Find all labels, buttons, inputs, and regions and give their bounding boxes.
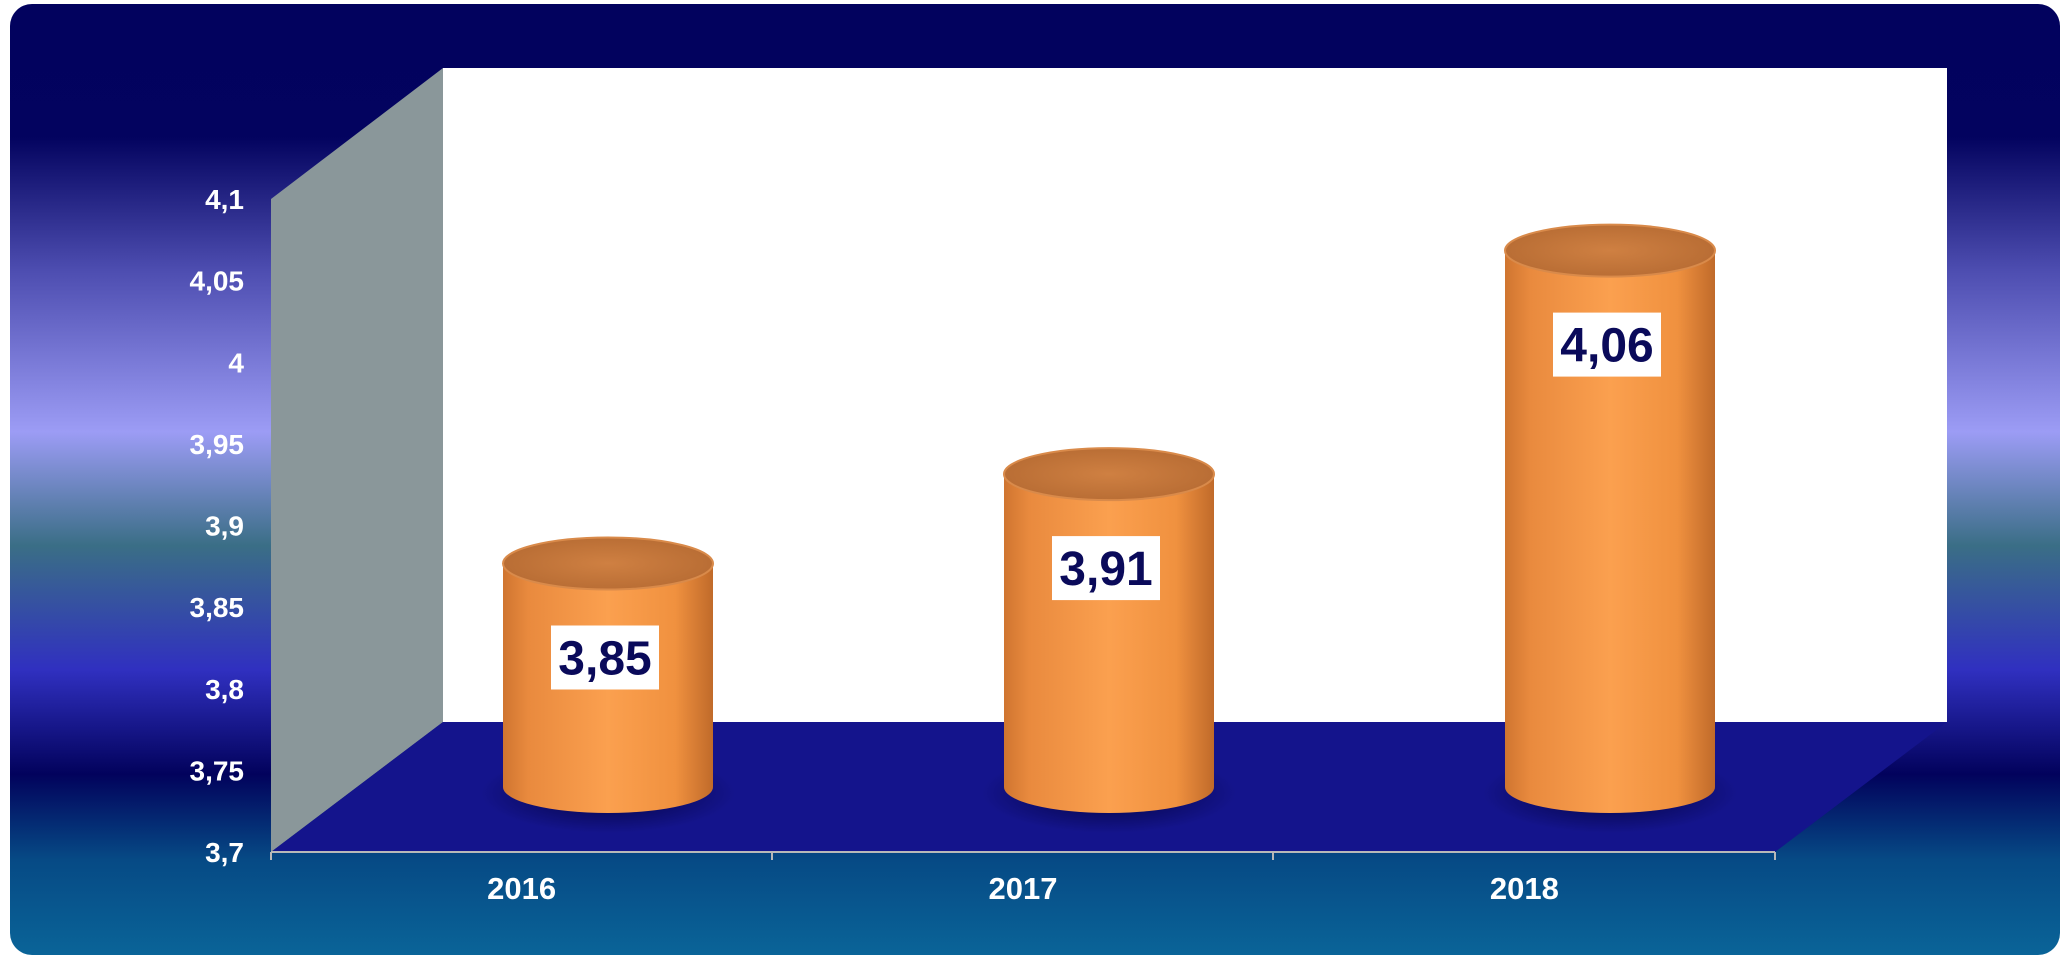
bar-top (1003, 447, 1215, 502)
bar-2017: 3,91 (982, 447, 1236, 833)
data-label-box (1052, 536, 1160, 601)
x-tick-label: 2016 (487, 871, 556, 906)
x-axis-ticks (270, 852, 1776, 860)
bar-top (502, 536, 714, 591)
y-tick-label: 3,7 (205, 837, 244, 868)
bars: 3,85 3,91 4,06 (481, 223, 1737, 833)
y-tick-label: 4,05 (190, 266, 245, 297)
bar-top (1504, 223, 1716, 278)
x-tick-label: 2018 (1490, 871, 1559, 906)
y-tick-label: 3,85 (190, 592, 245, 623)
bar-body (1004, 474, 1214, 813)
data-label-box (1553, 312, 1661, 377)
y-tick-label: 3,95 (190, 429, 245, 460)
y-tick-label: 3,8 (205, 674, 244, 705)
y-tick-label: 4 (228, 347, 244, 378)
data-label: 4,06 (1560, 320, 1653, 373)
data-label: 3,85 (558, 633, 651, 686)
data-label-box (551, 625, 659, 690)
bar-2018: 4,06 (1483, 223, 1737, 833)
bar-body (1505, 250, 1715, 814)
y-tick-label: 4,1 (205, 184, 244, 215)
x-tick-label: 2017 (989, 871, 1058, 906)
side-wall (271, 68, 443, 852)
bar-2016: 3,85 (481, 536, 735, 833)
y-axis-tick-labels: 3,7 3,75 3,8 3,85 3,9 3,95 4 4,05 4,1 (190, 184, 245, 868)
x-axis-tick-labels: 2016 2017 2018 (487, 871, 1559, 906)
y-tick-label: 3,9 (205, 511, 244, 542)
y-tick-label: 3,75 (190, 755, 245, 786)
data-label: 3,91 (1059, 543, 1152, 596)
